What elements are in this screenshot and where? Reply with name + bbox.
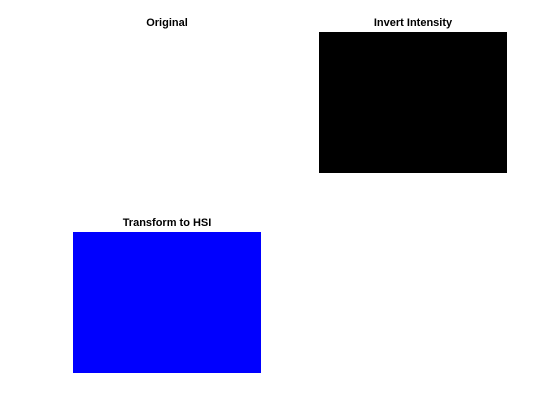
image-invert-intensity	[319, 32, 507, 173]
image-original	[73, 32, 261, 173]
subplot-title-original: Original	[146, 17, 188, 29]
subplot-transform-to-hsi: Transform to HSI	[73, 214, 261, 374]
subplot-title-transform-to-hsi: Transform to HSI	[122, 217, 212, 229]
subplot-invert-intensity: Invert Intensity	[319, 14, 507, 174]
subplot-title-invert-intensity: Invert Intensity	[373, 17, 453, 29]
subplot-original: Original	[73, 14, 261, 174]
image-transform-to-hsi	[73, 232, 261, 373]
